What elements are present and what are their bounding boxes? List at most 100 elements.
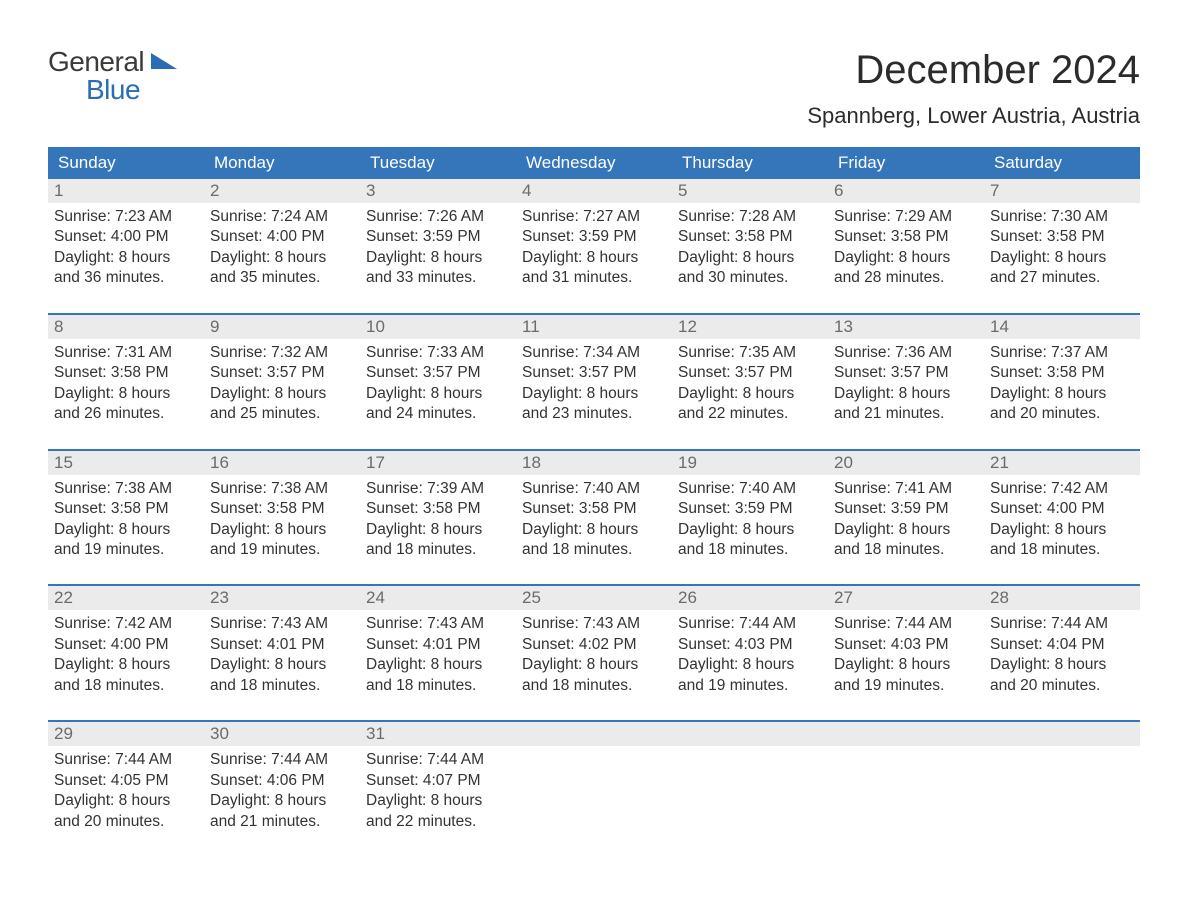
- day-number-row: 10: [360, 315, 516, 339]
- day-body: Sunrise: 7:42 AMSunset: 4:00 PMDaylight:…: [984, 475, 1140, 565]
- day-cell: .: [672, 722, 828, 836]
- daylight-line: Daylight: 8 hours and 33 minutes.: [366, 248, 508, 289]
- sunrise-line: Sunrise: 7:43 AM: [366, 614, 508, 634]
- logo-word1: General: [48, 46, 144, 77]
- day-number: 14: [990, 317, 1009, 336]
- day-number-row: 4: [516, 179, 672, 203]
- daylight-line: Daylight: 8 hours and 18 minutes.: [54, 655, 196, 696]
- sunset-line: Sunset: 3:58 PM: [54, 499, 196, 519]
- day-body: Sunrise: 7:24 AMSunset: 4:00 PMDaylight:…: [204, 203, 360, 293]
- day-number: 30: [210, 724, 229, 743]
- day-cell: 16Sunrise: 7:38 AMSunset: 3:58 PMDayligh…: [204, 451, 360, 565]
- day-cell: 1Sunrise: 7:23 AMSunset: 4:00 PMDaylight…: [48, 179, 204, 293]
- day-number: 16: [210, 453, 229, 472]
- sunrise-line: Sunrise: 7:38 AM: [210, 479, 352, 499]
- sunrise-line: Sunrise: 7:32 AM: [210, 343, 352, 363]
- sunset-line: Sunset: 3:58 PM: [522, 499, 664, 519]
- sunrise-line: Sunrise: 7:44 AM: [678, 614, 820, 634]
- sunset-line: Sunset: 4:00 PM: [210, 227, 352, 247]
- day-number-row: .: [516, 722, 672, 746]
- day-header: Saturday: [984, 147, 1140, 179]
- day-cell: 12Sunrise: 7:35 AMSunset: 3:57 PMDayligh…: [672, 315, 828, 429]
- day-number: 25: [522, 588, 541, 607]
- sunrise-line: Sunrise: 7:27 AM: [522, 207, 664, 227]
- day-cell: 25Sunrise: 7:43 AMSunset: 4:02 PMDayligh…: [516, 586, 672, 700]
- sunset-line: Sunset: 4:00 PM: [54, 227, 196, 247]
- day-number-row: 23: [204, 586, 360, 610]
- day-number: 3: [366, 181, 375, 200]
- daylight-line: Daylight: 8 hours and 26 minutes.: [54, 384, 196, 425]
- day-body: Sunrise: 7:32 AMSunset: 3:57 PMDaylight:…: [204, 339, 360, 429]
- day-number-row: 19: [672, 451, 828, 475]
- sunset-line: Sunset: 4:00 PM: [54, 635, 196, 655]
- day-cell: 17 Sunrise: 7:39 AMSunset: 3:58 PMDayligh…: [360, 451, 516, 565]
- sunset-line: Sunset: 3:59 PM: [366, 227, 508, 247]
- day-number: 6: [834, 181, 843, 200]
- day-cell: 9Sunrise: 7:32 AMSunset: 3:57 PMDaylight…: [204, 315, 360, 429]
- day-cell: 5Sunrise: 7:28 AMSunset: 3:58 PMDaylight…: [672, 179, 828, 293]
- sunset-line: Sunset: 3:58 PM: [990, 227, 1132, 247]
- day-number: 28: [990, 588, 1009, 607]
- day-cell: 18Sunrise: 7:40 AMSunset: 3:58 PMDayligh…: [516, 451, 672, 565]
- daylight-line: Daylight: 8 hours and 23 minutes.: [522, 384, 664, 425]
- sunrise-line: Sunrise: 7:36 AM: [834, 343, 976, 363]
- day-cell: 28Sunrise: 7:44 AMSunset: 4:04 PMDayligh…: [984, 586, 1140, 700]
- day-cell: 13Sunrise: 7:36 AMSunset: 3:57 PMDayligh…: [828, 315, 984, 429]
- sunset-line: Sunset: 3:57 PM: [210, 363, 352, 383]
- sunset-line: Sunset: 3:57 PM: [678, 363, 820, 383]
- day-number: 8: [54, 317, 63, 336]
- daylight-line: Daylight: 8 hours and 21 minutes.: [834, 384, 976, 425]
- sunset-line: Sunset: 3:58 PM: [990, 363, 1132, 383]
- day-cell: 11Sunrise: 7:34 AMSunset: 3:57 PMDayligh…: [516, 315, 672, 429]
- sunrise-line: Sunrise: 7:44 AM: [210, 750, 352, 770]
- day-number: 22: [54, 588, 73, 607]
- day-number-row: 20: [828, 451, 984, 475]
- daylight-line: Daylight: 8 hours and 20 minutes.: [990, 384, 1132, 425]
- day-cell: 10Sunrise: 7:33 AMSunset: 3:57 PMDayligh…: [360, 315, 516, 429]
- calendar: SundayMondayTuesdayWednesdayThursdayFrid…: [48, 147, 1140, 836]
- day-body: Sunrise: 7:43 AMSunset: 4:01 PMDaylight:…: [204, 610, 360, 700]
- day-body: Sunrise: 7:35 AMSunset: 3:57 PMDaylight:…: [672, 339, 828, 429]
- day-number-row: 21: [984, 451, 1140, 475]
- daylight-line: Daylight: 8 hours and 28 minutes.: [834, 248, 976, 289]
- week-row: 8 Sunrise: 7:31 AMSunset: 3:58 PMDaylight…: [48, 313, 1140, 429]
- day-number-row: 25: [516, 586, 672, 610]
- day-body: Sunrise: 7:31 AMSunset: 3:58 PMDaylight:…: [48, 339, 204, 429]
- sunset-line: Sunset: 4:01 PM: [366, 635, 508, 655]
- day-number: 17: [366, 453, 385, 472]
- day-number: 19: [678, 453, 697, 472]
- day-number-row: 15: [48, 451, 204, 475]
- daylight-line: Daylight: 8 hours and 27 minutes.: [990, 248, 1132, 289]
- sunrise-line: Sunrise: 7:39 AM: [366, 479, 508, 499]
- day-cell: 29Sunrise: 7:44 AMSunset: 4:05 PMDayligh…: [48, 722, 204, 836]
- day-number-row: 5: [672, 179, 828, 203]
- daylight-line: Daylight: 8 hours and 18 minutes.: [366, 655, 508, 696]
- sunrise-line: Sunrise: 7:44 AM: [990, 614, 1132, 634]
- location: Spannberg, Lower Austria, Austria: [807, 103, 1140, 129]
- sunrise-line: Sunrise: 7:23 AM: [54, 207, 196, 227]
- daylight-line: Daylight: 8 hours and 18 minutes.: [366, 520, 508, 561]
- daylight-line: Daylight: 8 hours and 18 minutes.: [834, 520, 976, 561]
- sunset-line: Sunset: 4:04 PM: [990, 635, 1132, 655]
- day-cell: .: [516, 722, 672, 836]
- day-cell: 8 Sunrise: 7:31 AMSunset: 3:58 PMDaylight…: [48, 315, 204, 429]
- day-number-row: 22: [48, 586, 204, 610]
- day-number: 26: [678, 588, 697, 607]
- sunset-line: Sunset: 4:06 PM: [210, 771, 352, 791]
- daylight-line: Daylight: 8 hours and 19 minutes.: [54, 520, 196, 561]
- logo: General Blue: [48, 48, 179, 104]
- day-number-row: 11: [516, 315, 672, 339]
- day-cell: 26Sunrise: 7:44 AMSunset: 4:03 PMDayligh…: [672, 586, 828, 700]
- day-cell: .: [984, 722, 1140, 836]
- daylight-line: Daylight: 8 hours and 24 minutes.: [366, 384, 508, 425]
- day-number-row: 27: [828, 586, 984, 610]
- sunset-line: Sunset: 4:03 PM: [834, 635, 976, 655]
- sunrise-line: Sunrise: 7:24 AM: [210, 207, 352, 227]
- day-cell: 30Sunrise: 7:44 AMSunset: 4:06 PMDayligh…: [204, 722, 360, 836]
- sunrise-line: Sunrise: 7:43 AM: [210, 614, 352, 634]
- sunrise-line: Sunrise: 7:42 AM: [54, 614, 196, 634]
- sunrise-line: Sunrise: 7:40 AM: [522, 479, 664, 499]
- sunset-line: Sunset: 3:58 PM: [366, 499, 508, 519]
- sunset-line: Sunset: 4:07 PM: [366, 771, 508, 791]
- day-number-row: 14: [984, 315, 1140, 339]
